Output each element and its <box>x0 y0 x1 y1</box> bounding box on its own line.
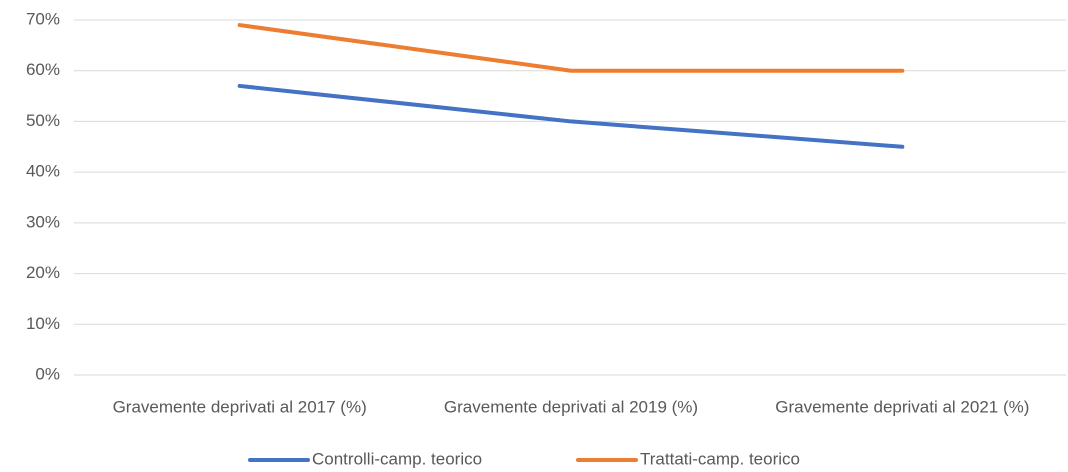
legend-label: Controlli-camp. teorico <box>312 449 482 468</box>
y-tick-label: 40% <box>26 162 60 181</box>
x-tick-label: Gravemente deprivati al 2019 (%) <box>444 397 698 416</box>
y-tick-label: 70% <box>26 9 60 28</box>
y-tick-label: 50% <box>26 111 60 130</box>
legend-label: Trattati-camp. teorico <box>640 449 800 468</box>
x-tick-label: Gravemente deprivati al 2021 (%) <box>775 397 1029 416</box>
series-line <box>237 23 905 73</box>
y-tick-label: 0% <box>35 364 60 383</box>
y-tick-label: 10% <box>26 314 60 333</box>
y-tick-label: 30% <box>26 212 60 231</box>
series-line <box>237 83 905 149</box>
y-tick-label: 20% <box>26 263 60 282</box>
x-tick-label: Gravemente deprivati al 2017 (%) <box>113 397 367 416</box>
y-tick-label: 60% <box>26 60 60 79</box>
